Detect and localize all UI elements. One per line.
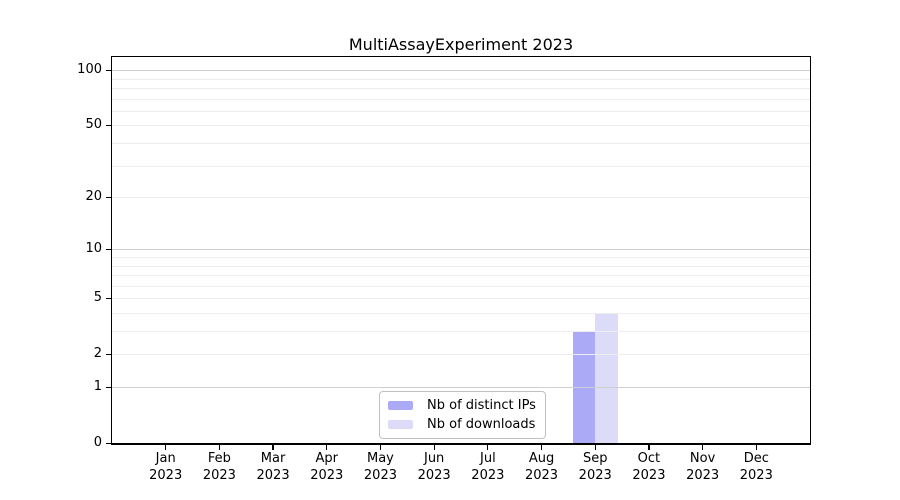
x-tick (487, 445, 489, 450)
gridline-minor (112, 354, 810, 356)
gridline-minor (112, 331, 810, 333)
gridline-minor (112, 257, 810, 259)
bar-sep-s1 (595, 313, 618, 443)
x-tick (379, 445, 382, 450)
y-tick-label: 10 (85, 241, 102, 257)
legend-label: Nb of distinct IPs (427, 398, 536, 413)
x-tick-label: May 2023 (363, 451, 397, 483)
x-tick-label: Mar 2023 (256, 451, 290, 483)
plot-area (112, 57, 810, 443)
x-tick (433, 445, 435, 450)
gridline-minor (112, 165, 810, 167)
x-tick (218, 445, 220, 450)
y-tick (105, 124, 111, 127)
gridline-minor (112, 275, 810, 277)
y-tick-label: 20 (85, 189, 102, 205)
y-tick (105, 386, 111, 388)
legend-item: Nb of distinct IPs (388, 396, 536, 415)
gridline-minor (112, 197, 810, 199)
y-tick-label: 0 (93, 435, 102, 450)
y-tick-label: 1 (93, 379, 102, 395)
x-tick-label: Aug 2023 (524, 451, 559, 483)
y-tick (105, 442, 111, 444)
x-tick-label: Jun 2023 (417, 451, 451, 483)
spine-right (810, 55, 812, 443)
x-tick (594, 445, 596, 450)
x-tick (648, 445, 650, 450)
x-tick (755, 445, 757, 450)
x-tick-label: Feb 2023 (202, 451, 236, 483)
gridline-minor (112, 265, 810, 267)
gridline-minor (112, 125, 810, 127)
gridline-minor (112, 313, 810, 314)
y-tick-label: 5 (93, 290, 102, 306)
spine-top (111, 55, 811, 57)
gridline-minor (112, 88, 810, 90)
bar-sep-s0 (572, 331, 596, 443)
gridline-major (112, 387, 810, 389)
gridline-minor (112, 110, 810, 112)
x-tick-label: Jan 2023 (149, 451, 183, 483)
x-tick-label: Dec 2023 (739, 451, 773, 483)
y-tick-label: 50 (85, 117, 102, 133)
y-tick (105, 297, 111, 299)
gridline-minor (112, 298, 810, 300)
x-tick (272, 445, 274, 450)
x-tick-label: Jul 2023 (471, 451, 505, 483)
x-tick-label: Sep 2023 (578, 451, 612, 483)
gridline-minor (112, 98, 810, 100)
x-tick (165, 445, 167, 450)
gridline-minor (112, 143, 810, 145)
legend: Nb of distinct IPs Nb of downloads (379, 391, 546, 439)
spine-left (110, 55, 112, 443)
x-tick-label: Apr 2023 (310, 451, 344, 483)
spine-bottom (110, 443, 812, 445)
y-tick (105, 353, 111, 355)
y-tick-label: 2 (93, 346, 102, 362)
x-tick (326, 445, 328, 450)
gridline-minor (112, 285, 810, 287)
gridline-major (112, 70, 810, 72)
chart-title: MultiAssayExperiment 2023 (348, 35, 574, 54)
y-tick-label: 100 (77, 62, 102, 78)
y-tick (105, 196, 111, 198)
legend-swatch-icon (388, 420, 413, 429)
y-tick (105, 69, 111, 71)
x-tick-label: Oct 2023 (632, 451, 666, 483)
x-tick (540, 445, 543, 450)
x-tick-label: Nov 2023 (686, 451, 720, 483)
legend-label: Nb of downloads (427, 417, 536, 432)
x-tick (702, 445, 704, 450)
gridline-major (112, 249, 810, 251)
gridline-minor (112, 78, 810, 80)
y-tick (105, 248, 111, 250)
legend-swatch-icon (388, 401, 413, 410)
legend-item: Nb of downloads (388, 415, 536, 434)
